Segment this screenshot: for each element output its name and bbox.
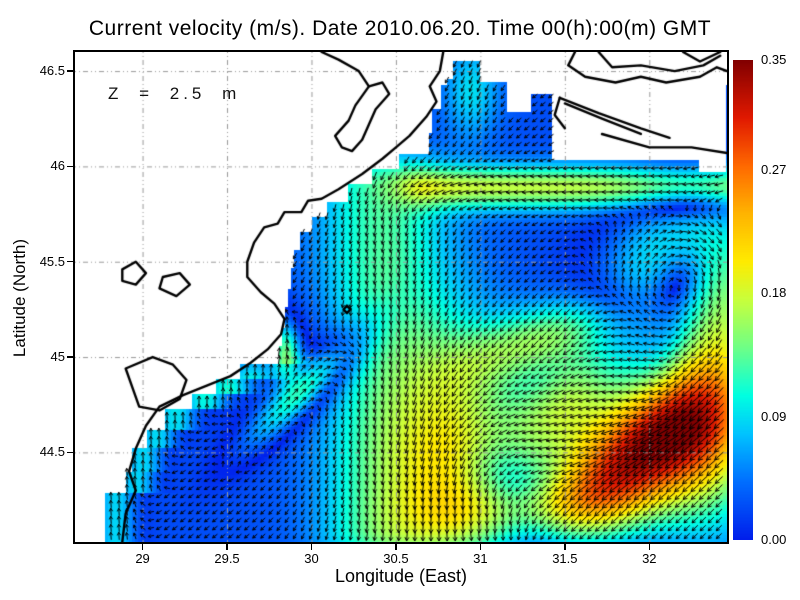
x-tick-mark	[479, 544, 482, 550]
y-axis-label: Latitude (North)	[10, 238, 29, 358]
y-tick-label: 45	[50, 349, 65, 365]
colorbar-tick-label: 0.00	[761, 532, 787, 547]
x-tick-mark	[141, 544, 144, 550]
colorbar-tick-label: 0.18	[761, 285, 787, 301]
x-tick-label: 30	[304, 551, 319, 566]
y-tick-mark	[67, 70, 73, 72]
map-canvas	[75, 52, 727, 542]
x-tick-mark	[226, 544, 228, 550]
colorbar	[733, 60, 753, 540]
colorbar-tick-label: 0.09	[761, 408, 787, 424]
x-tick-label: 31.5	[552, 551, 578, 566]
y-tick-label: 46	[50, 158, 65, 174]
x-tick-label: 30.5	[383, 551, 409, 566]
x-tick-label: 32	[642, 551, 657, 566]
y-tick-label: 45.5	[39, 253, 65, 269]
y-tick-mark	[67, 451, 73, 454]
x-tick-mark	[310, 544, 313, 550]
x-axis-label: Longitude (East)	[334, 566, 468, 586]
x-tick-mark	[395, 544, 397, 550]
colorbar-tick-label: 0.35	[761, 52, 787, 67]
x-tick-mark	[648, 544, 651, 550]
y-tick-mark	[67, 165, 73, 168]
chart-title: Current velocity (m/s). Date 2010.06.20.…	[88, 17, 712, 40]
x-tick-mark	[564, 544, 566, 550]
y-tick-label: 46.5	[39, 63, 65, 79]
plot-frame: Z = 2.5 m	[73, 50, 729, 544]
y-tick-label: 44.5	[39, 444, 65, 460]
x-tick-label: 29	[135, 551, 150, 566]
y-tick-mark	[67, 356, 73, 358]
x-tick-label: 29.5	[214, 551, 240, 566]
depth-annotation: Z = 2.5 m	[108, 84, 241, 103]
colorbar-tick-label: 0.27	[761, 161, 787, 177]
x-tick-label: 31	[473, 551, 488, 566]
y-tick-mark	[67, 260, 73, 263]
